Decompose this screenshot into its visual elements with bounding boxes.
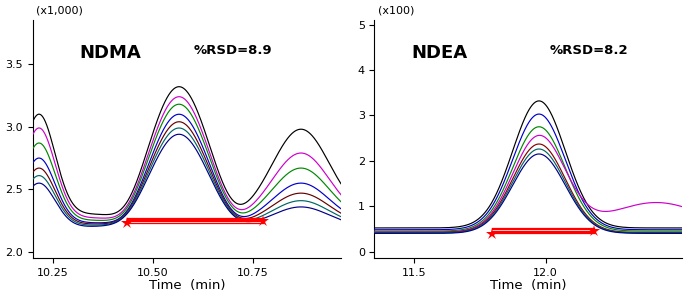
X-axis label: Time  (min): Time (min) xyxy=(149,280,225,292)
Text: %RSD=8.9: %RSD=8.9 xyxy=(193,44,272,57)
X-axis label: Time  (min): Time (min) xyxy=(491,280,567,292)
Text: NDMA: NDMA xyxy=(79,44,141,62)
Text: NDEA: NDEA xyxy=(411,44,468,62)
Text: (x100): (x100) xyxy=(378,5,414,15)
Text: (x1,000): (x1,000) xyxy=(36,5,83,15)
Text: %RSD=8.2: %RSD=8.2 xyxy=(550,44,629,57)
